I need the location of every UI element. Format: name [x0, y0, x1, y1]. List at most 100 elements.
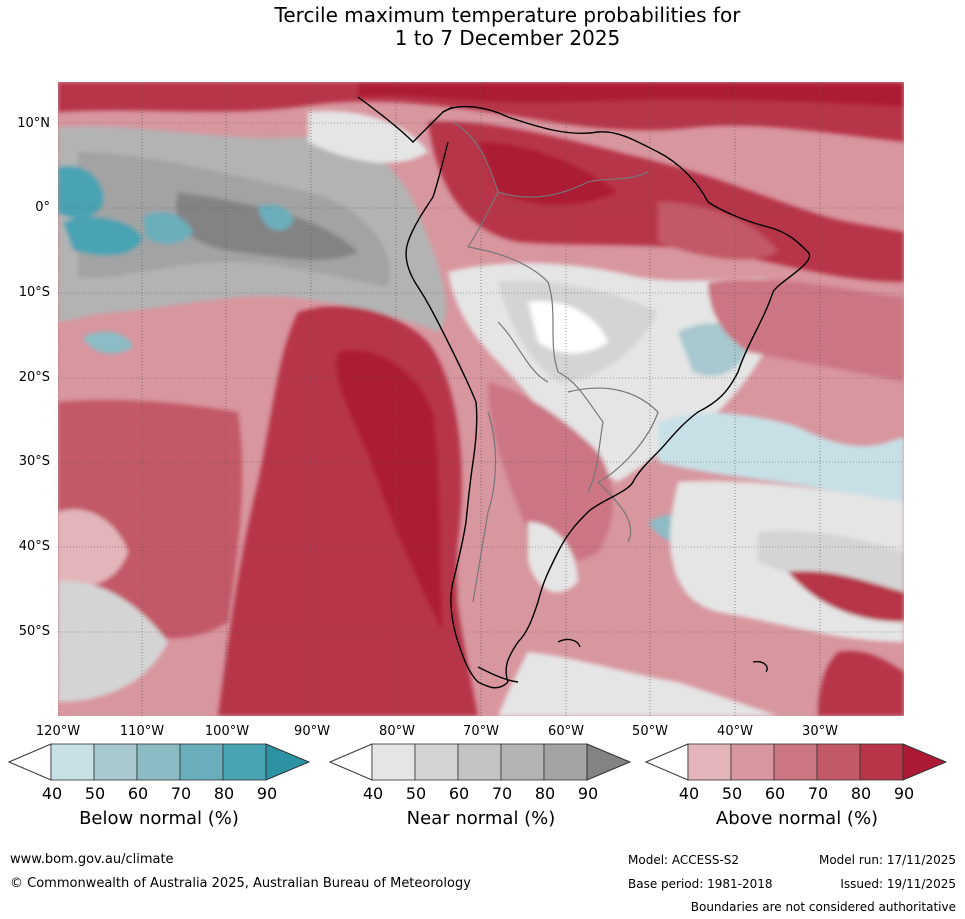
- above-tick-80: 80: [850, 784, 872, 803]
- above-swatch-1: [687, 743, 732, 781]
- lat-label-40s: 40°S: [18, 539, 50, 554]
- above-swatch-6: [902, 743, 948, 781]
- above-normal-venezuela: [478, 142, 618, 206]
- lon-label-100w: 100°W: [204, 724, 250, 739]
- boundaries-disclaimer: Boundaries are not considered authoritat…: [690, 900, 956, 914]
- below-normal-south-atlantic: [658, 412, 904, 502]
- above-swatch-2: [730, 743, 775, 781]
- lon-label-110w: 110°W: [119, 724, 165, 739]
- lon-label-60w: 60°W: [548, 724, 584, 739]
- below-swatch-1: [50, 743, 95, 781]
- above-swatch-4: [816, 743, 861, 781]
- above-normal-far-south-atlantic: [818, 651, 904, 716]
- above-normal-south-atlantic: [788, 571, 904, 622]
- near-tick-90: 90: [577, 784, 599, 803]
- above-swatch-5: [859, 743, 904, 781]
- model-text: Model: ACCESS-S2: [628, 853, 740, 867]
- lon-label-120w: 120°W: [35, 724, 81, 739]
- below-tick-50: 50: [84, 784, 106, 803]
- above-swatch-3: [773, 743, 818, 781]
- above-normal-equatorial-atlantic: [708, 279, 904, 382]
- above-tick-50: 50: [721, 784, 743, 803]
- near-tick-50: 50: [405, 784, 427, 803]
- probability-map: [58, 82, 904, 716]
- model-run-text: Model run: 17/11/2025: [818, 853, 956, 867]
- near-normal-title: Near normal (%): [406, 808, 556, 829]
- below-swatch-4: [179, 743, 224, 781]
- lat-label-10s: 10°S: [18, 285, 50, 300]
- below-swatch-0: [8, 743, 52, 781]
- below-normal-west-4: [258, 204, 293, 231]
- title-line-1: Tercile maximum temperature probabilitie…: [274, 3, 741, 27]
- above-normal-south-pacific-light: [58, 509, 128, 589]
- below-tick-40: 40: [41, 784, 63, 803]
- below-swatch-5: [222, 743, 267, 781]
- coastline: [357, 96, 811, 689]
- copyright-text: © Commonwealth of Australia 2025, Austra…: [10, 876, 471, 891]
- near-normal-far-south: [498, 652, 778, 716]
- below-normal-west-2: [63, 217, 143, 256]
- above-normal-colorbar: [645, 743, 948, 781]
- near-normal-pampas: [528, 522, 578, 593]
- above-swatch-0: [645, 743, 689, 781]
- country-borders: [452, 121, 659, 603]
- below-swatch-3: [136, 743, 181, 781]
- near-swatch-1: [371, 743, 416, 781]
- below-swatch-6: [265, 743, 311, 781]
- below-normal-title: Below normal (%): [79, 808, 239, 829]
- near-swatch-3: [457, 743, 502, 781]
- above-tick-60: 60: [764, 784, 786, 803]
- above-normal-argentina-north: [488, 382, 613, 563]
- near-normal-colorbar: [329, 743, 632, 781]
- lat-label-0: 0°: [35, 200, 50, 215]
- lon-label-30w: 30°W: [802, 724, 838, 739]
- below-tick-70: 70: [170, 784, 192, 803]
- above-tick-90: 90: [893, 784, 915, 803]
- lat-label-10n: 10°N: [17, 116, 50, 131]
- above-normal-patagonia: [458, 560, 532, 702]
- below-normal-colorbar: [8, 743, 311, 781]
- near-normal-central-america: [308, 111, 428, 163]
- below-normal-west-1: [58, 165, 104, 219]
- below-normal-west-5: [83, 331, 133, 354]
- probability-fields: [58, 82, 904, 716]
- near-normal-south-pacific: [58, 581, 168, 702]
- map-title: Tercile maximum temperature probabilitie…: [0, 4, 965, 50]
- lon-label-40w: 40°W: [717, 724, 753, 739]
- near-normal-equatorial-darkest: [176, 192, 358, 260]
- above-tick-40: 40: [678, 784, 700, 803]
- above-normal-brazil-north: [658, 202, 778, 260]
- near-tick-70: 70: [491, 784, 513, 803]
- title-line-2: 1 to 7 December 2025: [394, 26, 621, 50]
- below-tick-60: 60: [127, 784, 149, 803]
- above-normal-title: Above normal (%): [715, 808, 879, 829]
- near-swatch-4: [500, 743, 545, 781]
- above-normal-north-high: [358, 82, 904, 107]
- near-swatch-6: [586, 743, 632, 781]
- below-swatch-2: [93, 743, 138, 781]
- above-normal-atlantic-band: [818, 239, 904, 277]
- near-tick-60: 60: [448, 784, 470, 803]
- lon-label-80w: 80°W: [379, 724, 415, 739]
- near-swatch-5: [543, 743, 588, 781]
- map-svg: [58, 82, 904, 716]
- above-normal-east-pacific-high: [336, 350, 443, 632]
- near-swatch-2: [414, 743, 459, 781]
- lat-label-30s: 30°S: [18, 454, 50, 469]
- map-graticule: [58, 82, 904, 716]
- base-period-text: Base period: 1981-2018: [628, 877, 773, 891]
- lat-label-20s: 20°S: [18, 370, 50, 385]
- near-swatch-0: [329, 743, 373, 781]
- website-link[interactable]: www.bom.gov.au/climate: [10, 852, 174, 867]
- lat-label-50s: 50°S: [18, 624, 50, 639]
- near-tick-40: 40: [362, 784, 384, 803]
- near-tick-80: 80: [534, 784, 556, 803]
- below-tick-90: 90: [256, 784, 278, 803]
- below-normal-west-3: [143, 212, 193, 244]
- above-tick-70: 70: [807, 784, 829, 803]
- below-tick-80: 80: [213, 784, 235, 803]
- lon-label-50w: 50°W: [632, 724, 668, 739]
- issued-text: Issued: 19/11/2025: [840, 877, 956, 891]
- lon-label-90w: 90°W: [294, 724, 330, 739]
- lon-label-70w: 70°W: [463, 724, 499, 739]
